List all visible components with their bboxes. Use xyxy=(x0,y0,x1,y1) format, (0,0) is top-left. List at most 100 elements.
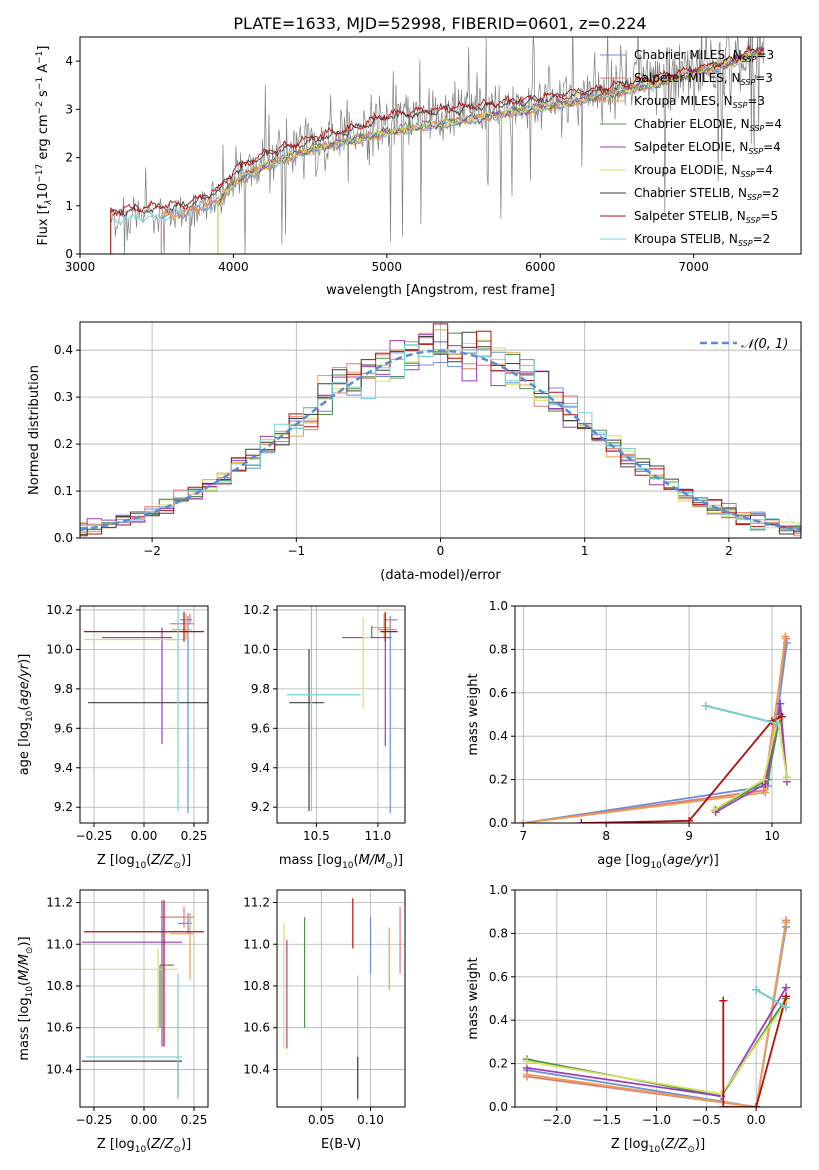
histogram-panel: −2 −1 0 1 2 0.0 0.1 0.2 0.3 0.4 𝒩(0, 1) (data-model… xyxy=(27,321,802,583)
age-weight-xtick-label: 9 xyxy=(685,829,693,843)
z-weight-xlabel: Z [log10(Z/Z⊙)] xyxy=(611,1137,705,1155)
weight-line xyxy=(581,715,783,823)
ebv-mass-xtick-label: 0.10 xyxy=(357,1113,384,1127)
spectrum-ytick-label: 0 xyxy=(65,247,73,261)
z-weight-xtick-label: −0.5 xyxy=(692,1113,721,1127)
legend-entry: Kroupa MILES, NSSP=3 xyxy=(634,94,765,110)
z-weight-xtick-label: −1.0 xyxy=(642,1113,671,1127)
spectrum-xtick-label: 6000 xyxy=(525,260,556,274)
age-weight-ytick-label: 0.2 xyxy=(489,773,508,787)
legend-entry: Kroupa STELIB, NSSP=2 xyxy=(634,232,770,248)
z-weight-ytick-label: 1.0 xyxy=(489,883,508,897)
z-age-xlabel: Z [log10(Z/Z⊙)] xyxy=(97,853,191,871)
histogram-ytick-label: 0.1 xyxy=(54,484,73,498)
weight-marker xyxy=(772,719,781,728)
mass-age-panel: 10.5 11.0 9.2 9.4 9.6 9.8 10.0 10.2 mass [log10(… xyxy=(243,603,406,871)
z-weight-panel: −2.0 −1.5 −1.0 −0.5 0.0 0.0 0.2 0.4 0.6 0.8 1.0 Z [… xyxy=(466,883,802,1155)
mass-age-ytick-label: 10.0 xyxy=(243,642,270,656)
z-age-ytick-label: 9.2 xyxy=(54,800,73,814)
weight-marker xyxy=(777,712,786,721)
z-mass-xlabel: Z [log10(Z/Z⊙)] xyxy=(97,1137,191,1155)
z-weight-panel-bg xyxy=(515,890,801,1107)
legend-entry: Chabrier STELIB, NSSP=2 xyxy=(634,186,779,202)
weight-marker xyxy=(719,996,728,1005)
ebv-mass-ytick-label: 10.6 xyxy=(243,1021,270,1035)
legend-entry: Salpeter STELIB, NSSP=5 xyxy=(634,209,778,225)
ebv-mass-panel-bg xyxy=(277,890,405,1107)
ebv-mass-ytick-label: 11.0 xyxy=(243,937,270,951)
z-age-xtick-label: 0.25 xyxy=(181,829,208,843)
figure-title: PLATE=1633, MJD=52998, FIBERID=0601, z=0… xyxy=(233,14,646,33)
z-age-panel: −0.25 0.00 0.25 9.2 9.4 9.6 9.8 10.0 10.2 Z [log1… xyxy=(17,603,209,871)
histogram-ylabel: Normed distribution xyxy=(27,365,42,495)
z-mass-ytick-label: 11.2 xyxy=(46,896,73,910)
histogram-xtick-label: −2 xyxy=(143,544,161,558)
weight-marker xyxy=(709,805,718,814)
z-age-ylabel: age [log10(age/yr)] xyxy=(17,654,35,776)
z-weight-ytick-label: 0.0 xyxy=(489,1100,508,1114)
spectrum-model-line xyxy=(217,48,765,254)
histogram-xtick-label: −1 xyxy=(287,544,305,558)
histogram-xtick-label: 2 xyxy=(725,544,733,558)
z-age-ytick-label: 9.4 xyxy=(54,761,73,775)
spectrum-ytick-label: 1 xyxy=(65,199,73,213)
ebv-mass-xlabel: E(B-V) xyxy=(321,1137,361,1152)
weight-marker xyxy=(719,1103,728,1107)
spectrum-xlabel: wavelength [Angstrom, rest frame] xyxy=(326,283,555,298)
legend-entry: Salpeter MILES, NSSP=3 xyxy=(634,71,773,87)
age-weight-xtick-label: 7 xyxy=(519,829,527,843)
z-weight-frame xyxy=(514,889,802,1108)
z-mass-ytick-label: 10.8 xyxy=(46,979,73,993)
z-weight-ylabel: mass weight xyxy=(466,957,481,1039)
gaussian-curve xyxy=(79,349,802,532)
age-weight-ytick-label: 0.4 xyxy=(489,729,508,743)
z-weight-ytick-label: 0.6 xyxy=(489,970,508,984)
weight-line xyxy=(705,704,777,725)
histogram-xtick-label: 1 xyxy=(581,544,589,558)
z-age-frame xyxy=(79,605,209,824)
spectrum-xtick-label: 7000 xyxy=(678,260,709,274)
weight-marker xyxy=(782,1003,791,1012)
weight-line xyxy=(722,996,787,1107)
weight-marker xyxy=(761,779,770,788)
ebv-mass-xtick-label: 0.05 xyxy=(308,1113,335,1127)
z-mass-frame xyxy=(79,889,209,1108)
spectrum-model-line xyxy=(110,45,765,254)
z-age-ytick-label: 10.2 xyxy=(46,603,73,617)
z-mass-ylabel: mass [log10(M/M⊙)] xyxy=(17,936,35,1060)
histogram-ytick-label: 0.2 xyxy=(54,437,73,451)
age-weight-ytick-label: 1.0 xyxy=(489,599,508,613)
histogram-ytick-label: 0.0 xyxy=(54,531,73,545)
spectrum-ylabel: Flux [fλ10−17 erg cm−2 s−1 A−1] xyxy=(35,46,54,246)
age-weight-xtick-label: 8 xyxy=(602,829,610,843)
weight-marker xyxy=(752,1103,761,1107)
weight-marker xyxy=(782,992,791,1001)
age-weight-ytick-label: 0.0 xyxy=(489,816,508,830)
ebv-mass-ytick-label: 10.4 xyxy=(243,1062,270,1076)
spectrum-ytick-label: 2 xyxy=(65,151,73,165)
age-weight-ytick-label: 0.6 xyxy=(489,686,508,700)
spectrum-xtick-label: 3000 xyxy=(65,260,96,274)
z-age-xtick-label: 0.00 xyxy=(131,829,158,843)
spectrum-model-line xyxy=(217,46,765,254)
age-weight-ylabel: mass weight xyxy=(466,673,481,755)
legend-entry: Kroupa ELODIE, NSSP=4 xyxy=(634,163,773,179)
ebv-mass-panel: 0.05 0.10 10.4 10.6 10.8 11.0 11.2 E(B-V) xyxy=(243,889,406,1152)
mass-age-ytick-label: 9.4 xyxy=(251,761,270,775)
mass-age-xlabel: mass [log10(M/M⊙)] xyxy=(279,853,403,871)
legend-entry: Chabrier ELODIE, NSSP=4 xyxy=(634,117,782,133)
weight-marker xyxy=(522,1057,531,1066)
weight-marker xyxy=(776,699,785,708)
z-weight-xtick-label: 0.0 xyxy=(747,1113,766,1127)
ebv-mass-ytick-label: 11.2 xyxy=(243,896,270,910)
spectrum-xtick-label: 4000 xyxy=(218,260,249,274)
z-mass-xtick-label: 0.00 xyxy=(131,1113,158,1127)
weight-marker xyxy=(759,775,768,784)
z-mass-ytick-label: 10.6 xyxy=(46,1021,73,1035)
weight-marker xyxy=(577,819,586,823)
z-mass-panel: −0.25 0.00 0.25 10.4 10.6 10.8 11.0 11.2 Z [log1… xyxy=(17,889,209,1155)
z-mass-xtick-label: 0.25 xyxy=(181,1113,208,1127)
z-mass-ytick-label: 10.4 xyxy=(46,1062,73,1076)
weight-marker xyxy=(685,816,694,823)
